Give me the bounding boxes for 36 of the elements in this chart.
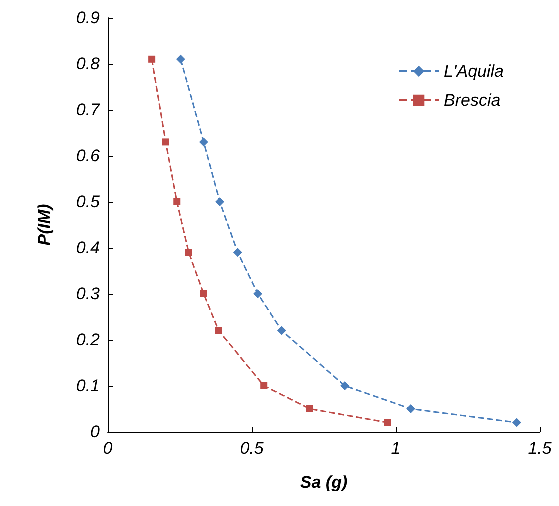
y-tick-label: 0.6 bbox=[76, 146, 101, 166]
y-tick-label: 0.4 bbox=[76, 238, 100, 258]
point bbox=[174, 198, 181, 206]
y-axis-title: P(IM) bbox=[35, 204, 54, 246]
x-axis-title: Sa (g) bbox=[300, 473, 348, 492]
point bbox=[260, 382, 268, 390]
y-tick-label: 0.3 bbox=[76, 284, 101, 304]
y-tick-label: 0.2 bbox=[76, 330, 101, 350]
y-tick-label: 0.1 bbox=[76, 376, 100, 396]
legend-label: L'Aquila bbox=[444, 62, 504, 81]
point bbox=[200, 290, 208, 298]
point bbox=[512, 418, 522, 428]
point bbox=[233, 248, 242, 258]
point bbox=[340, 382, 350, 390]
point bbox=[216, 198, 225, 206]
y-tick-label: 0.5 bbox=[76, 192, 101, 212]
x-tick-label: 0 bbox=[103, 439, 114, 458]
x-tick-label: 1 bbox=[391, 439, 401, 458]
legend-label: Brescia bbox=[444, 91, 501, 110]
point bbox=[215, 327, 222, 334]
y-tick-label: 0.9 bbox=[76, 8, 101, 28]
y-tick-label: 0 bbox=[90, 422, 101, 442]
point bbox=[148, 56, 156, 63]
point bbox=[306, 406, 314, 412]
point bbox=[406, 404, 416, 414]
point bbox=[176, 54, 186, 64]
point bbox=[254, 290, 263, 298]
y-tick-label: 0.8 bbox=[76, 54, 101, 74]
x-tick-label: 0.5 bbox=[240, 439, 264, 458]
point bbox=[199, 138, 208, 147]
point bbox=[162, 138, 170, 146]
y-tick-label: 0.7 bbox=[76, 100, 101, 120]
point bbox=[185, 249, 192, 256]
point bbox=[277, 326, 286, 336]
point bbox=[384, 419, 392, 426]
x-tick-label: 1.5 bbox=[528, 439, 552, 458]
